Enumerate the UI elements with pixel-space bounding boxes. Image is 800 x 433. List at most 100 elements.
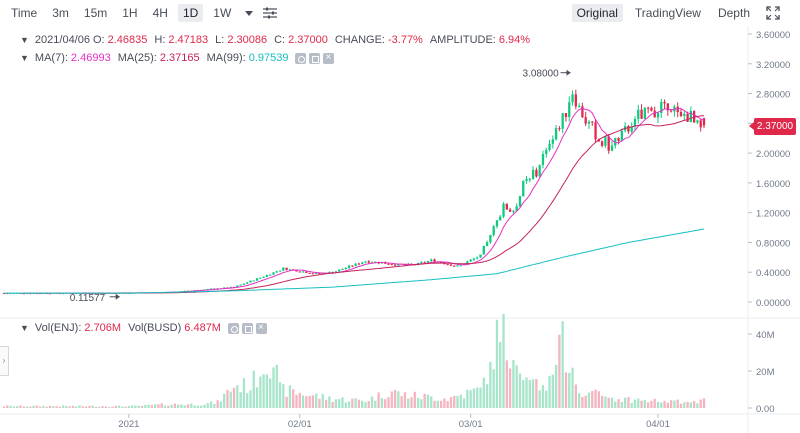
candle-body xyxy=(338,269,341,272)
candle-body xyxy=(344,267,347,269)
volume-bar xyxy=(347,401,351,408)
collapse-chevron-icon[interactable]: ▼ xyxy=(20,53,29,63)
volume-bar xyxy=(469,390,472,408)
volume-bar xyxy=(203,404,206,408)
candle-body xyxy=(545,150,548,155)
volume-bar xyxy=(597,391,600,408)
candle-body xyxy=(397,263,400,266)
volume-bar xyxy=(479,387,482,408)
ma25-key: MA(25): xyxy=(117,52,157,64)
volume-bar xyxy=(564,372,568,408)
volume-bar xyxy=(351,398,354,408)
volume-bar xyxy=(292,389,295,408)
volume-bar xyxy=(433,400,436,408)
volume-bar xyxy=(692,401,696,408)
ma99-value: 0.97539 xyxy=(248,52,289,64)
volume-bar xyxy=(390,391,393,408)
volume-bar xyxy=(55,406,58,408)
volume-bar xyxy=(571,367,574,408)
volume-bar xyxy=(45,406,48,408)
time-tick-label: 04/01 xyxy=(646,419,670,430)
volume-bar xyxy=(269,378,272,408)
candle-body xyxy=(558,128,561,130)
volume-bar xyxy=(663,400,666,408)
ohlc-legend: ▼ 2021/04/06 O: 2.46835 H: 2.47183 L: 2.300… xyxy=(20,34,537,46)
candle-body xyxy=(676,106,679,112)
side-panel-toggle-chevron-icon[interactable]: › xyxy=(0,346,9,376)
settings-gear-icon[interactable] xyxy=(309,52,321,64)
candle-body xyxy=(288,269,292,271)
volume-bar xyxy=(482,377,485,408)
volume-bar xyxy=(114,405,117,408)
volume-bar xyxy=(410,397,413,408)
volume-bar xyxy=(587,392,591,408)
visibility-eye-icon[interactable] xyxy=(295,52,307,64)
fullscreen-expand-icon[interactable] xyxy=(766,6,780,20)
candle-body xyxy=(541,154,545,166)
candle-body xyxy=(492,226,495,236)
candle-body xyxy=(495,220,499,227)
chart-view-switcher: Original TradingView Depth xyxy=(571,0,800,26)
volume-bar xyxy=(259,376,262,408)
indicator-settings-icon[interactable] xyxy=(263,7,278,19)
candle-body xyxy=(433,259,436,263)
candle-body xyxy=(331,272,334,274)
volume-bar xyxy=(140,405,144,408)
more-intervals-chevron-down-icon[interactable] xyxy=(245,10,254,16)
candle-body xyxy=(25,293,29,295)
interval-time[interactable]: Time xyxy=(11,6,38,20)
volume-bar xyxy=(101,406,104,408)
interval-3m[interactable]: 3m xyxy=(52,6,69,20)
close-icon[interactable] xyxy=(255,322,267,334)
volume-bar xyxy=(548,376,551,408)
volume-bar xyxy=(318,398,321,408)
volume-bar xyxy=(183,405,186,408)
candle-body xyxy=(449,264,453,266)
volume-bar xyxy=(462,398,466,408)
candle-body xyxy=(574,94,577,107)
volume-bar xyxy=(393,389,397,408)
price-tick-label: 3.20000 xyxy=(756,60,790,71)
candle-body xyxy=(436,261,439,263)
candle-body xyxy=(522,180,525,197)
interval-4h[interactable]: 4H xyxy=(152,6,168,20)
volume-bar xyxy=(495,319,499,408)
open-value: 2.46835 xyxy=(107,34,148,46)
candlestick-chart[interactable]: 3.600003.200002.800002.400002.000001.600… xyxy=(0,26,800,433)
candle-body xyxy=(627,126,630,132)
volume-bar xyxy=(154,404,157,408)
interval-1w[interactable]: 1W xyxy=(213,6,232,20)
close-icon[interactable] xyxy=(323,52,335,64)
settings-gear-icon[interactable] xyxy=(241,322,253,334)
volume-bar xyxy=(344,402,347,408)
collapse-chevron-icon[interactable]: ▼ xyxy=(20,323,29,333)
interval-1h[interactable]: 1H xyxy=(122,6,138,20)
vol-enj-value: 2.706M xyxy=(84,322,122,334)
candle-body xyxy=(430,259,433,262)
low-key: L: xyxy=(215,34,225,46)
volume-bar xyxy=(236,385,239,408)
volume-bar xyxy=(646,402,650,408)
volume-bar xyxy=(150,405,154,408)
interval-1d[interactable]: 1D xyxy=(177,4,204,22)
volume-bar xyxy=(522,380,525,408)
candle-body xyxy=(607,136,610,151)
volume-bar xyxy=(430,396,433,408)
high-marker-arrowhead xyxy=(566,69,571,76)
view-depth[interactable]: Depth xyxy=(717,6,750,20)
view-original[interactable]: Original xyxy=(571,4,623,22)
view-tradingview[interactable]: TradingView xyxy=(634,6,701,20)
candle-body xyxy=(591,121,594,123)
volume-bar xyxy=(528,380,531,408)
collapse-chevron-icon[interactable]: ▼ xyxy=(20,35,29,45)
volume-bar xyxy=(315,393,318,408)
interval-15m[interactable]: 15m xyxy=(83,6,108,20)
volume-bar xyxy=(696,403,699,408)
candle-body xyxy=(614,137,617,146)
high-value: 2.47183 xyxy=(168,34,209,46)
candle-body xyxy=(255,278,259,281)
volume-bar xyxy=(584,395,587,408)
candle-body xyxy=(472,258,476,260)
visibility-eye-icon[interactable] xyxy=(227,322,239,334)
volume-bar xyxy=(78,405,81,408)
